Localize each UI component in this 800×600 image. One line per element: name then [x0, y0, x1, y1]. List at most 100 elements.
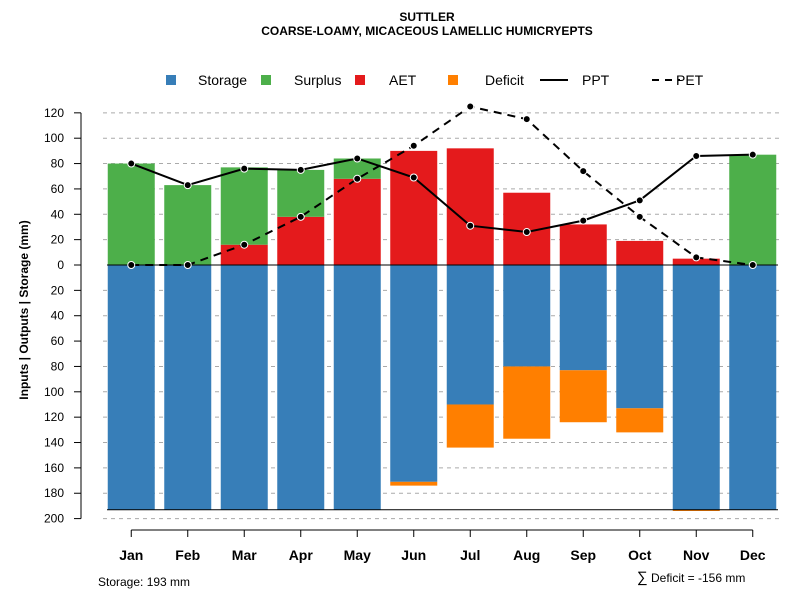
legend-label-surplus: Surplus	[294, 72, 341, 88]
y-tick-label: 140	[44, 436, 64, 450]
aet-bar-sep	[559, 224, 607, 265]
y-axis-label: Inputs | Outputs | Storage (mm)	[17, 220, 31, 399]
pet-point-may	[353, 174, 362, 183]
lines	[127, 102, 757, 269]
storage-bar-oct	[616, 265, 664, 409]
pet-point-apr	[296, 212, 305, 221]
y-tick-label: 200	[44, 512, 64, 526]
legend-label-deficit: Deficit	[485, 72, 524, 88]
y-tick-label: 60	[51, 182, 65, 196]
storage-bar-mar	[220, 265, 268, 510]
legend-swatch-deficit	[448, 75, 458, 85]
y-tick-label: 120	[44, 106, 64, 120]
aet-bar-jun	[390, 150, 438, 265]
x-tick-label-nov: Nov	[683, 547, 710, 563]
ppt-point-feb	[183, 181, 192, 190]
gridlines	[103, 112, 781, 520]
storage-bar-nov	[672, 265, 720, 510]
storage-bar-may	[333, 265, 381, 510]
x-tick-label-apr: Apr	[289, 547, 314, 563]
pet-point-jun	[409, 141, 418, 150]
legend-label-pet: PET	[676, 72, 704, 88]
x-tick-label-may: May	[344, 547, 371, 563]
chart-title: SUTTLER	[399, 10, 455, 24]
x-tick-label-jun: Jun	[401, 547, 426, 563]
deficit-bar-oct	[616, 408, 664, 433]
ppt-point-nov	[692, 151, 701, 160]
deficit-bar-nov	[672, 509, 720, 511]
pet-point-dec	[748, 261, 757, 269]
sigma-symbol: ∑	[637, 569, 648, 586]
storage-bar-dec	[729, 265, 777, 510]
ppt-point-may	[353, 154, 362, 163]
pet-point-jul	[466, 102, 475, 111]
x-tick-label-jan: Jan	[119, 547, 143, 563]
x-tick-label-dec: Dec	[740, 547, 766, 563]
deficit-note: Deficit = -156 mm	[651, 571, 745, 585]
ppt-point-jun	[409, 173, 418, 182]
chart-subtitle: COARSE-LOAMY, MICACEOUS LAMELLIC HUMICRY…	[261, 24, 593, 38]
surplus-bar-dec	[729, 154, 777, 265]
y-tick-label: 40	[51, 309, 65, 323]
y-tick-label: 100	[44, 385, 64, 399]
storage-bar-aug	[503, 265, 551, 367]
pet-point-jan	[127, 261, 136, 269]
pet-point-sep	[579, 167, 588, 176]
surplus-bar-apr	[277, 169, 325, 217]
storage-bar-apr	[277, 265, 325, 510]
legend-swatch-surplus	[261, 75, 271, 85]
storage-note: Storage: 193 mm	[98, 575, 190, 589]
surplus-bar-may	[333, 158, 381, 179]
deficit-bar-jul	[446, 404, 494, 448]
surplus-bar-jan	[107, 163, 155, 265]
pet-point-mar	[240, 240, 249, 249]
y-tick-label: 100	[44, 131, 64, 145]
ppt-point-aug	[522, 228, 531, 237]
x-tick-label-sep: Sep	[570, 547, 596, 563]
y-tick-label: 60	[51, 334, 65, 348]
legend-label-storage: Storage	[198, 72, 247, 88]
x-tick-label-oct: Oct	[628, 547, 652, 563]
storage-bar-feb	[164, 265, 212, 510]
legend: Storage Surplus AET Deficit PPT PET	[166, 72, 704, 88]
x-tick-label-aug: Aug	[513, 547, 540, 563]
ppt-point-jan	[127, 159, 136, 168]
bars	[107, 148, 778, 511]
aet-bar-oct	[616, 240, 664, 265]
x-tick-label-feb: Feb	[175, 547, 200, 563]
y-tick-label: 120	[44, 410, 64, 424]
legend-swatch-storage	[166, 75, 176, 85]
x-tick-label-mar: Mar	[232, 547, 257, 563]
ppt-point-sep	[579, 216, 588, 225]
deficit-bar-jun	[390, 481, 438, 486]
ppt-point-mar	[240, 164, 249, 173]
x-tick-label-jul: Jul	[460, 547, 480, 563]
storage-bar-jan	[107, 265, 155, 510]
y-tick-label: 40	[51, 207, 65, 221]
ppt-point-apr	[296, 165, 305, 174]
aet-bar-jul	[446, 148, 494, 265]
pet-point-oct	[635, 212, 644, 221]
ppt-point-oct	[635, 196, 644, 205]
aet-bar-may	[333, 178, 381, 265]
pet-point-aug	[522, 115, 531, 124]
legend-swatch-aet	[355, 75, 365, 85]
ppt-point-dec	[748, 150, 757, 159]
legend-label-aet: AET	[389, 72, 417, 88]
storage-bar-jul	[446, 265, 494, 405]
deficit-bar-aug	[503, 366, 551, 439]
y-tick-label: 0	[57, 258, 64, 272]
surplus-bar-feb	[164, 185, 212, 265]
pet-point-nov	[692, 253, 701, 262]
storage-bar-sep	[559, 265, 607, 371]
surplus-bar-mar	[220, 167, 268, 245]
y-tick-label: 180	[44, 486, 64, 500]
axes: 1201008060402002040608010012014016018020…	[44, 106, 766, 563]
storage-bar-jun	[390, 265, 438, 482]
y-tick-label: 80	[51, 359, 65, 373]
y-tick-label: 160	[44, 461, 64, 475]
deficit-bar-sep	[559, 370, 607, 423]
aet-bar-nov	[672, 258, 720, 265]
y-tick-label: 20	[51, 233, 65, 247]
